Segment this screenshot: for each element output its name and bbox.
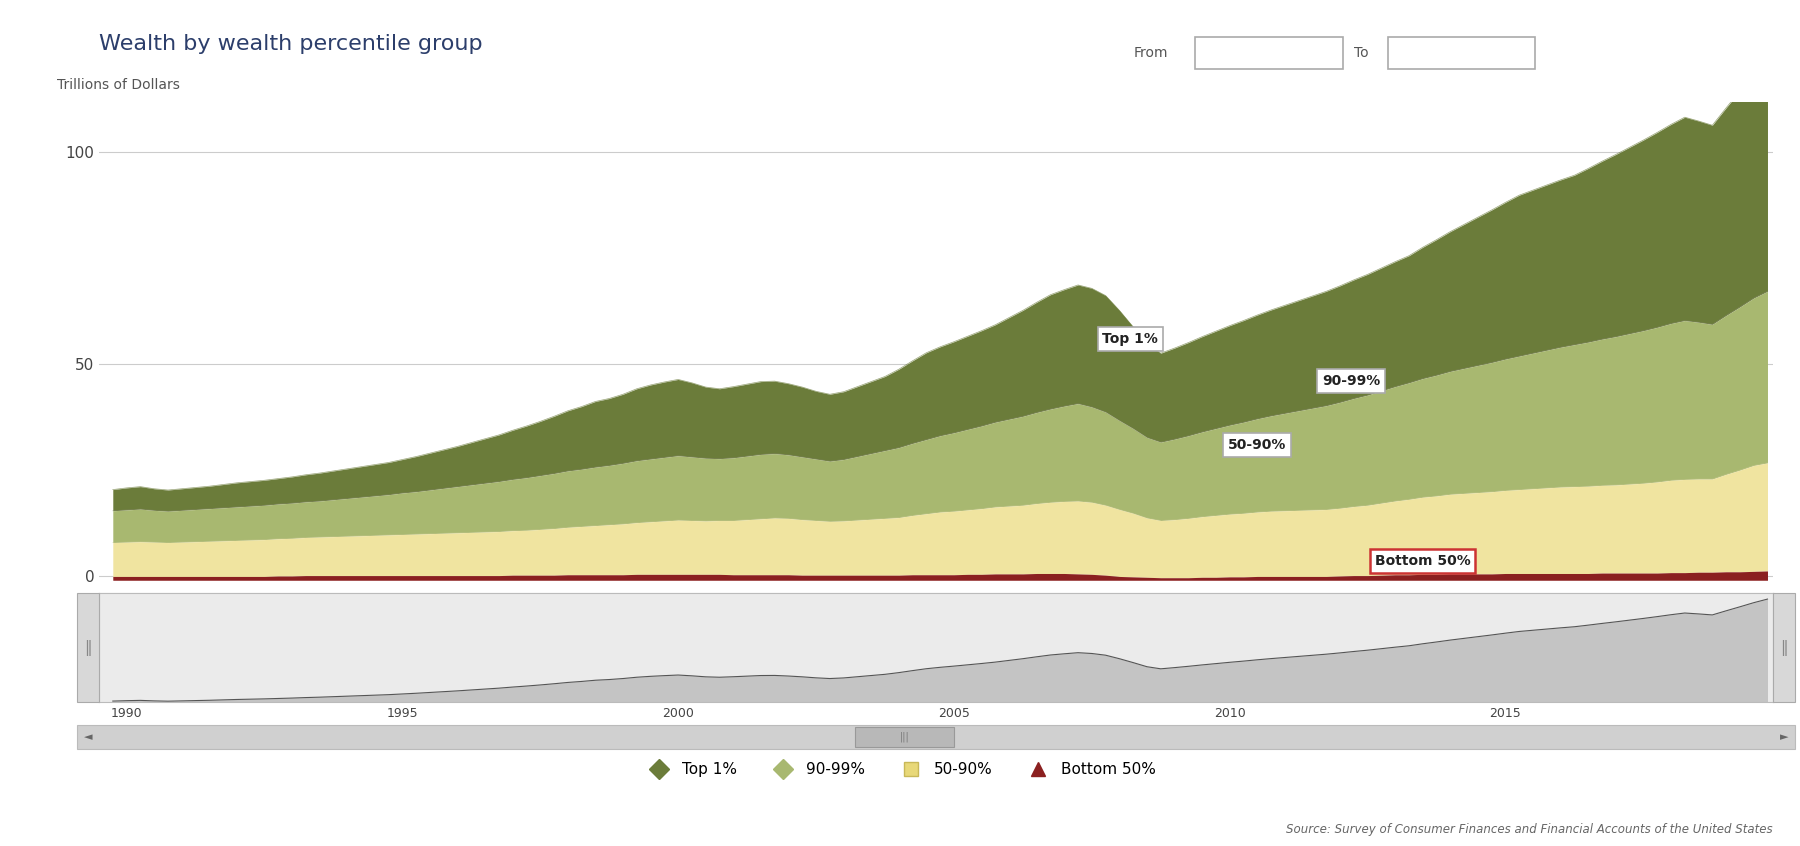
Legend: Top 1%, 90-99%, 50-90%, Bottom 50%: Top 1%, 90-99%, 50-90%, Bottom 50% bbox=[637, 756, 1163, 783]
Text: Trillions of Dollars: Trillions of Dollars bbox=[58, 78, 180, 91]
Text: Bottom 50%: Bottom 50% bbox=[1375, 554, 1471, 569]
Text: ►: ► bbox=[1780, 732, 1787, 742]
Text: Wealth by wealth percentile group: Wealth by wealth percentile group bbox=[99, 34, 482, 54]
Text: 50-90%: 50-90% bbox=[1228, 437, 1287, 452]
Text: 2019:Q3: 2019:Q3 bbox=[1431, 47, 1492, 60]
Text: ‖: ‖ bbox=[1780, 640, 1787, 656]
Text: |||: ||| bbox=[900, 732, 909, 742]
Text: From: From bbox=[1134, 47, 1168, 60]
Text: Source: Survey of Consumer Finances and Financial Accounts of the United States: Source: Survey of Consumer Finances and … bbox=[1287, 823, 1773, 836]
Text: Top 1%: Top 1% bbox=[1102, 332, 1159, 346]
Text: ‖: ‖ bbox=[85, 640, 92, 656]
Text: 1989:Q3: 1989:Q3 bbox=[1238, 47, 1300, 60]
Text: 90-99%: 90-99% bbox=[1321, 374, 1381, 388]
Text: To: To bbox=[1354, 47, 1368, 60]
Text: ◄: ◄ bbox=[85, 732, 92, 742]
